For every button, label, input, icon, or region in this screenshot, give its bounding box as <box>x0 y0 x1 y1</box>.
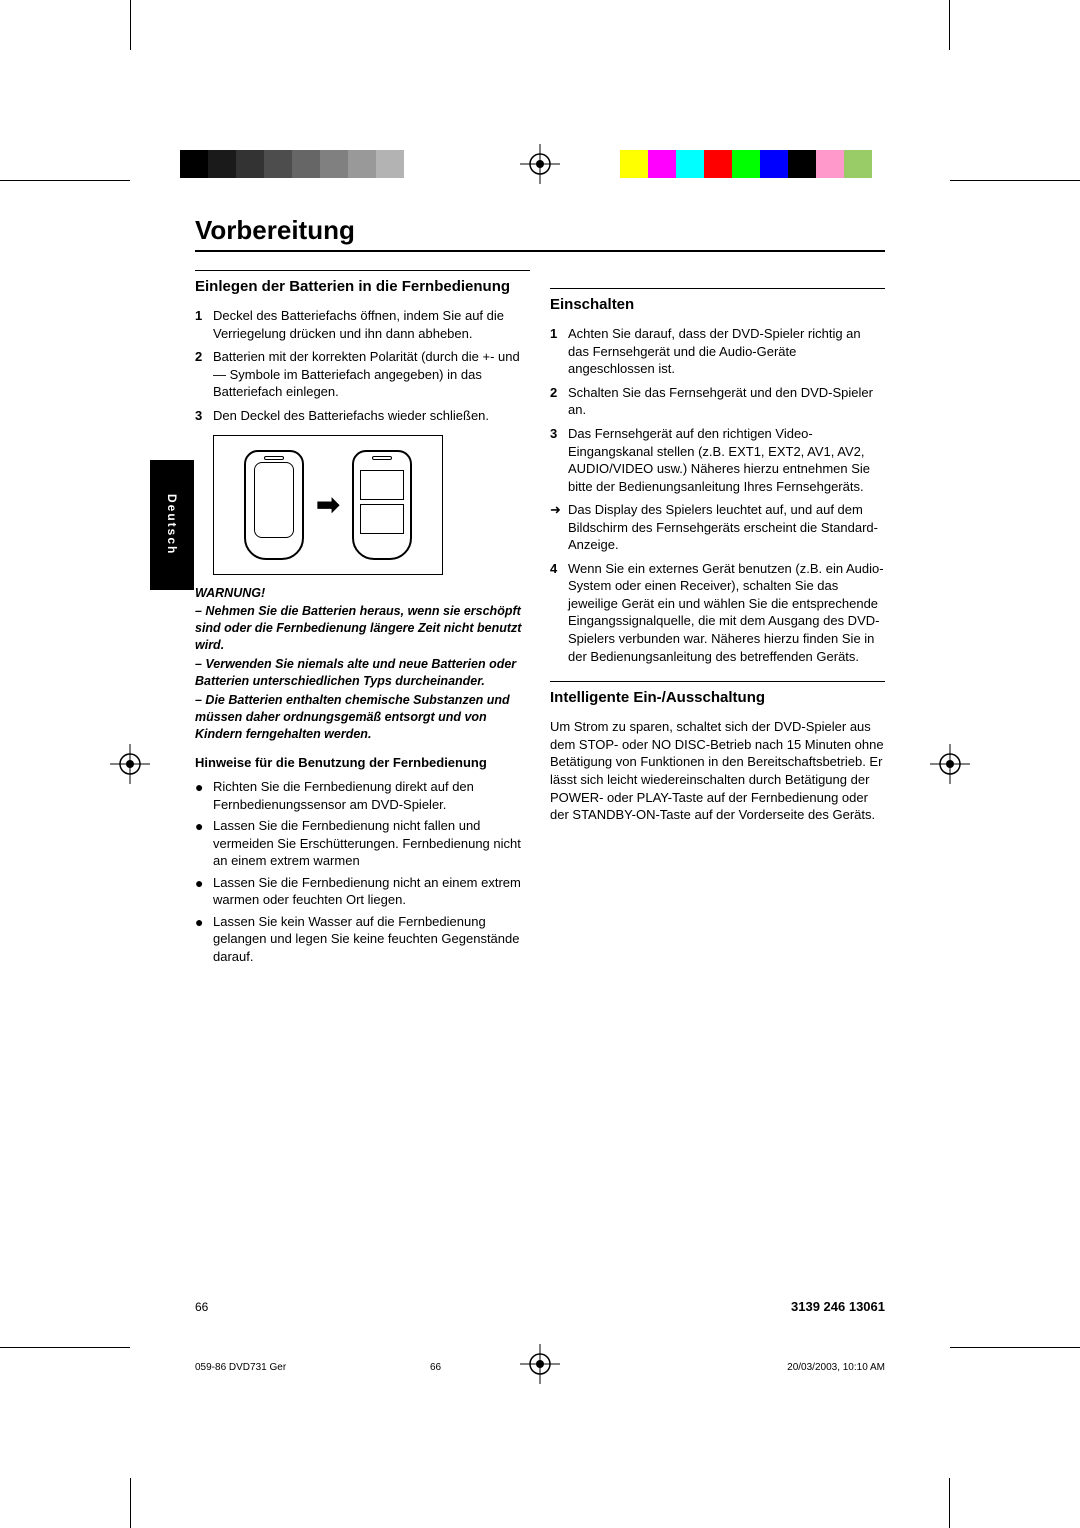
body-text: Um Strom zu sparen, schaltet sich der DV… <box>550 718 885 823</box>
crop-mark <box>950 180 1080 181</box>
crop-mark <box>130 1478 131 1528</box>
part-number: 3139 246 13061 <box>791 1299 885 1314</box>
language-tab: Deutsch <box>150 460 194 590</box>
arrow-right-icon: ➡ <box>316 486 339 524</box>
registration-mark-icon <box>110 744 150 784</box>
color-calibration-bar <box>620 150 900 178</box>
step-text: Das Fernsehgerät auf den richtigen Video… <box>568 425 885 495</box>
remote-back-icon <box>244 450 304 560</box>
footer-filename: 059-86 DVD731 Ger <box>195 1362 286 1373</box>
step-text: Den Deckel des Batteriefachs wieder schl… <box>213 407 489 425</box>
left-column: Einlegen der Batterien in die Fernbedien… <box>195 270 530 969</box>
result-text: Das Display des Spielers leuchtet auf, u… <box>568 501 885 554</box>
footer-timestamp: 20/03/2003, 10:10 AM <box>787 1362 885 1373</box>
crop-mark <box>949 1478 950 1528</box>
step-text: Achten Sie darauf, dass der DVD-Spieler … <box>568 325 885 378</box>
bullet-text: Lassen Sie die Fernbedienung nicht falle… <box>213 817 530 870</box>
page-content: Vorbereitung Einlegen der Batterien in d… <box>195 215 885 969</box>
right-column: Einschalten 1Achten Sie darauf, dass der… <box>550 270 885 969</box>
registration-mark-icon <box>520 1344 560 1384</box>
grayscale-calibration-bar <box>180 150 432 178</box>
page-number: 66 <box>195 1300 208 1314</box>
registration-mark-icon <box>520 144 560 184</box>
warning-text: – Nehmen Sie die Batterien heraus, wenn … <box>195 603 530 654</box>
battery-steps: 1Deckel des Batteriefachs öffnen, indem … <box>195 307 530 424</box>
remote-batteries-icon <box>352 450 412 560</box>
crop-mark <box>950 1347 1080 1348</box>
registration-mark-icon <box>930 744 970 784</box>
step-text: Batterien mit der korrekten Polarität (d… <box>213 348 530 401</box>
remote-hints: ●Richten Sie die Fernbedienung direkt au… <box>195 778 530 965</box>
step-text: Deckel des Batteriefachs öffnen, indem S… <box>213 307 530 342</box>
power-on-steps-cont: 4Wenn Sie ein externes Gerät benutzen (z… <box>550 560 885 665</box>
power-on-steps: 1Achten Sie darauf, dass der DVD-Spieler… <box>550 325 885 495</box>
warning-title: WARNUNG! <box>195 585 530 602</box>
sub-heading: Hinweise für die Benutzung der Fernbedie… <box>195 754 530 772</box>
crop-mark <box>130 0 131 50</box>
warning-block: WARNUNG! – Nehmen Sie die Batterien hera… <box>195 585 530 743</box>
warning-text: – Die Batterien enthalten chemische Subs… <box>195 692 530 743</box>
bullet-text: Lassen Sie die Fernbedienung nicht an ei… <box>213 874 530 909</box>
crop-mark <box>949 0 950 50</box>
footer-page: 66 <box>430 1362 441 1373</box>
section-heading: Intelligente Ein-/Ausschaltung <box>550 681 885 708</box>
bullet-text: Lassen Sie kein Wasser auf die Fernbedie… <box>213 913 530 966</box>
step-text: Schalten Sie das Fernsehgerät und den DV… <box>568 384 885 419</box>
warning-text: – Verwenden Sie niemals alte und neue Ba… <box>195 656 530 690</box>
page-title: Vorbereitung <box>195 215 885 252</box>
result-arrow-icon: ➜ <box>550 501 568 554</box>
crop-mark <box>0 1347 130 1348</box>
section-heading: Einschalten <box>550 288 885 315</box>
crop-mark <box>0 180 130 181</box>
step-text: Wenn Sie ein externes Gerät benutzen (z.… <box>568 560 885 665</box>
section-heading: Einlegen der Batterien in die Fernbedien… <box>195 270 530 297</box>
bullet-text: Richten Sie die Fernbedienung direkt auf… <box>213 778 530 813</box>
battery-diagram: ➡ <box>213 435 443 575</box>
